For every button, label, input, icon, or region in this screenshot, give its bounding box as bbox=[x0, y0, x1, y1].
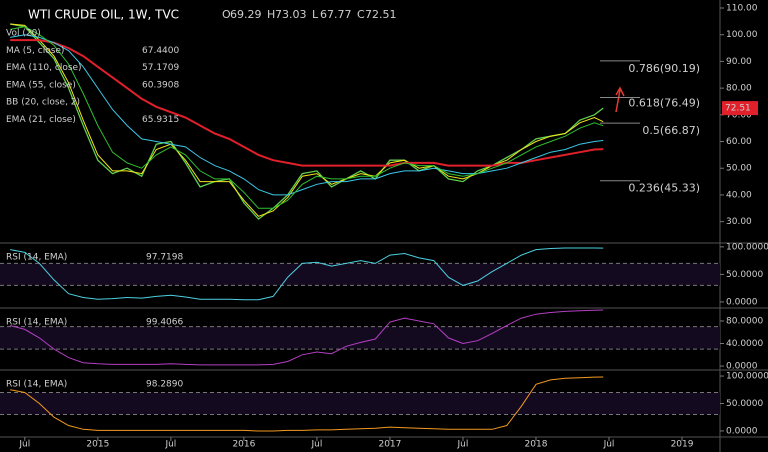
ohlc-value: 69.29 bbox=[230, 8, 262, 21]
ohlc-label: H bbox=[267, 8, 275, 21]
ohlc-value: 73.03 bbox=[275, 8, 307, 21]
x-tick-label: Jul bbox=[18, 440, 30, 450]
legend-label: Vol (20) bbox=[6, 29, 41, 39]
y-tick-label: 70.00 bbox=[726, 110, 752, 120]
y-tick-label: 0.0000 bbox=[726, 426, 758, 436]
legend-label: RSI (14, EMA) bbox=[6, 253, 67, 263]
series-line bbox=[10, 23, 604, 220]
legend-value: 65.9315 bbox=[142, 115, 179, 125]
x-tick-label: Jul bbox=[603, 440, 615, 450]
series-line bbox=[10, 376, 604, 432]
ohlc-label: C bbox=[357, 8, 365, 21]
series-line bbox=[10, 309, 604, 366]
y-tick-label: 30.00 bbox=[726, 217, 752, 227]
chart-title: WTI CRUDE OIL, 1W, TVC bbox=[28, 8, 179, 22]
arrow bbox=[615, 86, 625, 113]
ohlc-value: 72.51 bbox=[365, 8, 397, 21]
y-tick-label: 80.0000 bbox=[726, 316, 763, 326]
legend-value: 97.7198 bbox=[146, 253, 183, 263]
y-tick-label: 40.0000 bbox=[726, 339, 763, 349]
y-tick-label: 50.0000 bbox=[726, 270, 763, 280]
legend-value: 98.2890 bbox=[146, 380, 183, 390]
legend-value: 99.4066 bbox=[146, 318, 183, 328]
series-line bbox=[10, 23, 604, 217]
last-price-label: 72.51 bbox=[725, 104, 751, 114]
legend-label: MA (5, close) bbox=[6, 46, 64, 56]
ohlc-value: 67.77 bbox=[320, 8, 352, 21]
x-tick-label: Jul bbox=[457, 440, 469, 450]
x-tick-label: 2015 bbox=[86, 440, 109, 450]
legend-value: 60.3908 bbox=[142, 80, 179, 90]
legend-label: EMA (21, close) bbox=[6, 115, 76, 125]
ohlc-label: L bbox=[312, 8, 319, 21]
legend-value: 57.1709 bbox=[142, 63, 179, 73]
fib-label: 0.236(45.33) bbox=[628, 182, 700, 195]
series-line bbox=[10, 34, 604, 196]
legend-value: 67.4400 bbox=[142, 46, 179, 56]
series-line bbox=[10, 39, 604, 167]
fib-label: 0.618(76.49) bbox=[628, 96, 700, 109]
y-tick-label: 40.00 bbox=[726, 190, 752, 200]
legend-label: EMA (110, close) bbox=[6, 63, 82, 73]
band bbox=[0, 326, 720, 350]
ohlc-label: O bbox=[222, 8, 231, 21]
y-tick-label: 110.00 bbox=[726, 4, 758, 14]
last-price-box bbox=[722, 101, 758, 116]
legend-label: RSI (14, EMA) bbox=[6, 380, 67, 390]
y-tick-label: 100.0000 bbox=[726, 372, 768, 382]
x-tick-label: 2018 bbox=[525, 440, 548, 450]
fib-label: 0.5(66.87) bbox=[642, 124, 700, 137]
y-tick-label: 0.0000 bbox=[726, 362, 758, 372]
x-tick-label: 2017 bbox=[378, 440, 401, 450]
band bbox=[0, 392, 720, 415]
series-line bbox=[10, 26, 604, 209]
y-tick-label: 100.00 bbox=[726, 30, 758, 40]
y-tick-label: 100.0000 bbox=[726, 242, 768, 252]
legend-label: RSI (14, EMA) bbox=[6, 318, 67, 328]
x-tick-label: 2019 bbox=[671, 440, 694, 450]
fib-label: 0.786(90.19) bbox=[628, 62, 700, 75]
x-tick-label: Jul bbox=[310, 440, 322, 450]
series-line bbox=[10, 247, 604, 301]
y-tick-label: 50.00 bbox=[726, 164, 752, 174]
y-tick-label: 60.00 bbox=[726, 137, 752, 147]
y-tick-label: 90.00 bbox=[726, 57, 752, 67]
x-tick-label: Jul bbox=[164, 440, 176, 450]
legend-label: EMA (55, close) bbox=[6, 80, 76, 90]
y-tick-label: 50.0000 bbox=[726, 399, 763, 409]
legend-label: BB (20, close, 2) bbox=[6, 98, 80, 108]
band bbox=[0, 263, 720, 286]
y-tick-label: 0.0000 bbox=[726, 297, 758, 307]
y-tick-label: 80.00 bbox=[726, 84, 752, 94]
x-tick-label: 2016 bbox=[232, 440, 255, 450]
